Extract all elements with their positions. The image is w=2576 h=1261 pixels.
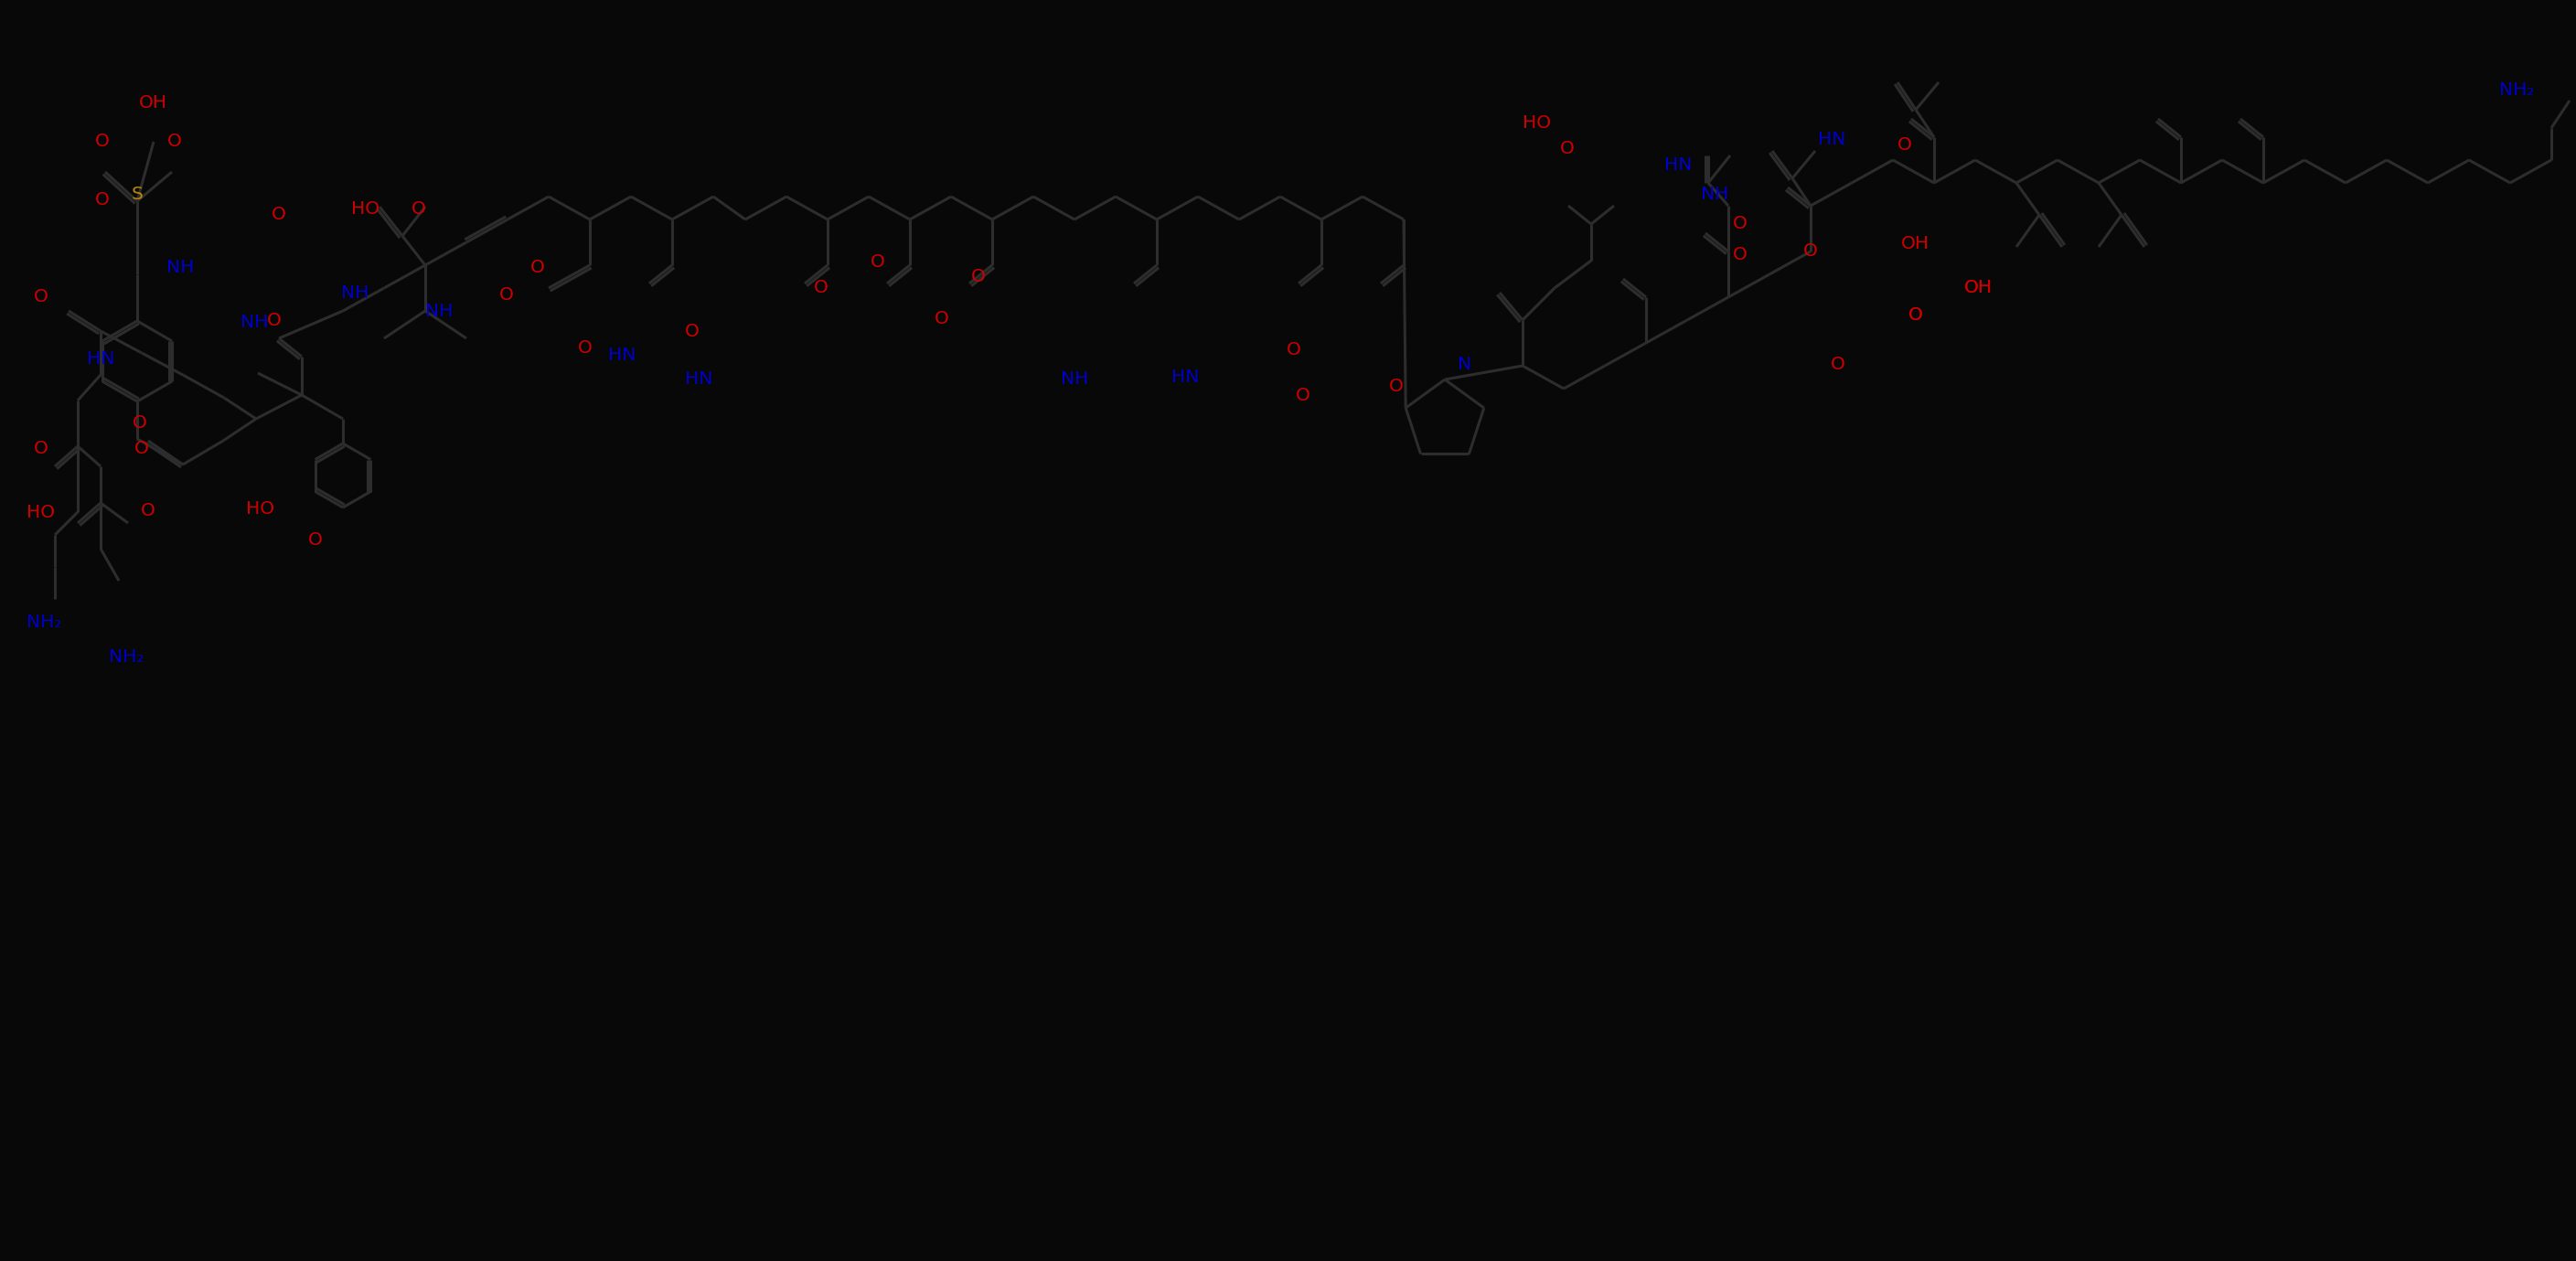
Text: NH: NH [340,284,368,301]
Text: O: O [1734,216,1747,233]
Text: O: O [33,439,49,456]
Text: O: O [500,286,513,304]
Text: O: O [1734,246,1747,262]
Text: O: O [971,267,987,285]
Text: NH₂: NH₂ [26,613,62,630]
Text: NH: NH [167,260,193,276]
Text: O: O [1899,136,1911,154]
Text: OH: OH [1963,279,1991,296]
Text: OH: OH [1901,235,1929,252]
Text: O: O [1561,140,1574,156]
Text: HN: HN [1819,131,1844,149]
Text: O: O [270,207,286,223]
Text: NH₂: NH₂ [108,648,144,666]
Text: O: O [1909,306,1924,324]
Text: NH₂: NH₂ [2499,81,2535,98]
Text: HO: HO [350,199,381,217]
Text: O: O [95,190,111,208]
Text: HN: HN [1172,368,1198,386]
Text: HN: HN [608,346,636,363]
Text: NH: NH [1700,185,1728,203]
Text: O: O [814,280,829,296]
Text: HO: HO [1522,115,1551,132]
Text: HN: HN [685,371,714,388]
Text: HO: HO [26,503,54,521]
Text: O: O [131,414,147,431]
Text: O: O [935,309,948,327]
Text: OH: OH [1963,279,1991,296]
Text: O: O [142,502,155,520]
Text: O: O [95,134,111,150]
Text: O: O [1296,386,1311,404]
Text: O: O [1909,306,1924,324]
Text: S: S [131,185,144,203]
Text: O: O [33,289,49,306]
Text: O: O [1832,356,1844,373]
Text: OH: OH [139,95,167,112]
Text: O: O [268,311,281,329]
Text: O: O [412,199,425,217]
Text: O: O [1388,377,1404,395]
Text: O: O [531,260,546,276]
Text: NH: NH [1061,371,1090,388]
Text: HN: HN [1664,156,1692,173]
Text: HN: HN [88,349,113,367]
Text: HO: HO [247,501,276,518]
Text: O: O [134,439,149,456]
Text: NH: NH [425,303,453,319]
Text: N: N [1458,356,1471,373]
Text: O: O [1285,340,1301,358]
Text: O: O [871,253,886,270]
Text: O: O [309,531,322,549]
Text: O: O [167,134,183,150]
Text: O: O [685,323,701,339]
Text: NH: NH [240,313,268,330]
Text: O: O [1803,242,1819,260]
Text: O: O [577,339,592,356]
